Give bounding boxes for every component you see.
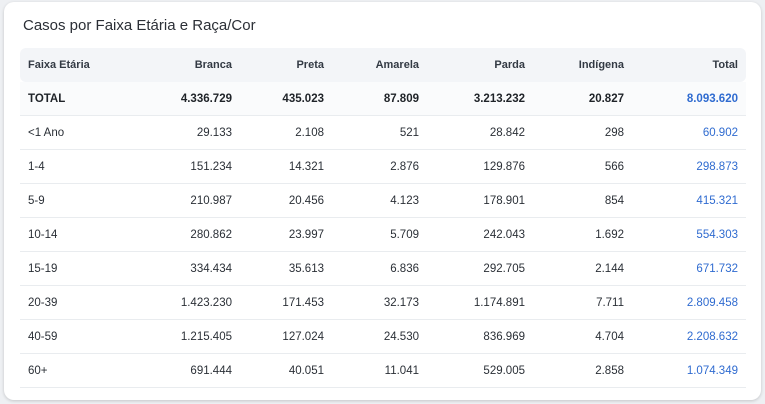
age-group-cell: 5-9 bbox=[20, 183, 125, 218]
value-cell: 2.858 bbox=[533, 353, 632, 388]
value-cell: 20.456 bbox=[240, 183, 332, 218]
total-cell: 298.873 bbox=[632, 149, 746, 184]
table-total-row: TOTAL 4.336.729 435.023 87.809 3.213.232 20.8… bbox=[20, 82, 746, 116]
age-group-cell: TOTAL bbox=[20, 82, 125, 116]
age-group-cell: 15-19 bbox=[20, 251, 125, 286]
value-cell: 127.024 bbox=[240, 319, 332, 354]
header-indigena: Indígena bbox=[533, 48, 632, 82]
header-amarela: Amarela bbox=[332, 48, 427, 82]
value-cell: 11.041 bbox=[332, 353, 427, 388]
value-cell: 171.453 bbox=[240, 285, 332, 320]
card-title: Casos por Faixa Etária e Raça/Cor bbox=[23, 17, 256, 34]
value-cell: 4.704 bbox=[533, 319, 632, 354]
value-cell: 298 bbox=[533, 115, 632, 150]
value-cell: 529.005 bbox=[427, 353, 533, 388]
table-row: 40-59 1.215.405 127.024 24.530 836.969 4.704 2… bbox=[20, 319, 746, 354]
total-cell: 2.208.632 bbox=[632, 319, 746, 354]
value-cell: 23.997 bbox=[240, 217, 332, 252]
value-cell: 178.901 bbox=[427, 183, 533, 218]
age-group-cell: 1-4 bbox=[20, 149, 125, 184]
value-cell: 2.876 bbox=[332, 149, 427, 184]
value-cell: 3.213.232 bbox=[427, 82, 533, 116]
value-cell: 5.709 bbox=[332, 217, 427, 252]
total-cell: 554.303 bbox=[632, 217, 746, 252]
value-cell: 35.613 bbox=[240, 251, 332, 286]
value-cell: 854 bbox=[533, 183, 632, 218]
value-cell: 20.827 bbox=[533, 82, 632, 116]
age-group-cell: 60+ bbox=[20, 353, 125, 388]
header-parda: Parda bbox=[427, 48, 533, 82]
value-cell: 210.987 bbox=[125, 183, 240, 218]
value-cell: 1.215.405 bbox=[125, 319, 240, 354]
value-cell: 2.144 bbox=[533, 251, 632, 286]
table-row: <1 Ano 29.133 2.108 521 28.842 298 60.902 bbox=[20, 115, 746, 150]
value-cell: 24.530 bbox=[332, 319, 427, 354]
total-cell: 2.809.458 bbox=[632, 285, 746, 320]
value-cell: 29.133 bbox=[125, 115, 240, 150]
value-cell: 521 bbox=[332, 115, 427, 150]
value-cell: 1.174.891 bbox=[427, 285, 533, 320]
age-group-cell: 10-14 bbox=[20, 217, 125, 252]
value-cell: 6.836 bbox=[332, 251, 427, 286]
table-row: 60+ 691.444 40.051 11.041 529.005 2.858 1.074.… bbox=[20, 353, 746, 388]
table-header-row: Faixa Etária Branca Preta Amarela Parda … bbox=[20, 48, 746, 82]
value-cell: 7.711 bbox=[533, 285, 632, 320]
value-cell: 28.842 bbox=[427, 115, 533, 150]
value-cell: 14.321 bbox=[240, 149, 332, 184]
cases-card: Casos por Faixa Etária e Raça/Cor Faixa … bbox=[4, 2, 761, 400]
value-cell: 4.336.729 bbox=[125, 82, 240, 116]
value-cell: 836.969 bbox=[427, 319, 533, 354]
age-group-cell: <1 Ano bbox=[20, 115, 125, 150]
value-cell: 566 bbox=[533, 149, 632, 184]
value-cell: 435.023 bbox=[240, 82, 332, 116]
value-cell: 87.809 bbox=[332, 82, 427, 116]
header-branca: Branca bbox=[125, 48, 240, 82]
table-row: 20-39 1.423.230 171.453 32.173 1.174.891 7.71… bbox=[20, 285, 746, 320]
value-cell: 292.705 bbox=[427, 251, 533, 286]
value-cell: 691.444 bbox=[125, 353, 240, 388]
table-row: 10-14 280.862 23.997 5.709 242.043 1.692 554.3… bbox=[20, 217, 746, 252]
total-cell: 1.074.349 bbox=[632, 353, 746, 388]
value-cell: 1.692 bbox=[533, 217, 632, 252]
total-cell: 8.093.620 bbox=[632, 82, 746, 116]
value-cell: 334.434 bbox=[125, 251, 240, 286]
total-cell: 671.732 bbox=[632, 251, 746, 286]
value-cell: 40.051 bbox=[240, 353, 332, 388]
total-cell: 415.321 bbox=[632, 183, 746, 218]
cases-table: Faixa Etária Branca Preta Amarela Parda … bbox=[20, 48, 746, 388]
value-cell: 2.108 bbox=[240, 115, 332, 150]
value-cell: 242.043 bbox=[427, 217, 533, 252]
value-cell: 129.876 bbox=[427, 149, 533, 184]
value-cell: 4.123 bbox=[332, 183, 427, 218]
value-cell: 1.423.230 bbox=[125, 285, 240, 320]
header-total: Total bbox=[632, 48, 746, 82]
header-faixa-etaria: Faixa Etária bbox=[20, 48, 125, 82]
age-group-cell: 40-59 bbox=[20, 319, 125, 354]
table-row: 15-19 334.434 35.613 6.836 292.705 2.144 671.7… bbox=[20, 251, 746, 286]
value-cell: 32.173 bbox=[332, 285, 427, 320]
value-cell: 151.234 bbox=[125, 149, 240, 184]
value-cell: 280.862 bbox=[125, 217, 240, 252]
total-cell: 60.902 bbox=[632, 115, 746, 150]
age-group-cell: 20-39 bbox=[20, 285, 125, 320]
table-row: 1-4 151.234 14.321 2.876 129.876 566 298.873 bbox=[20, 149, 746, 184]
header-preta: Preta bbox=[240, 48, 332, 82]
table-row: 5-9 210.987 20.456 4.123 178.901 854 415.321 bbox=[20, 183, 746, 218]
